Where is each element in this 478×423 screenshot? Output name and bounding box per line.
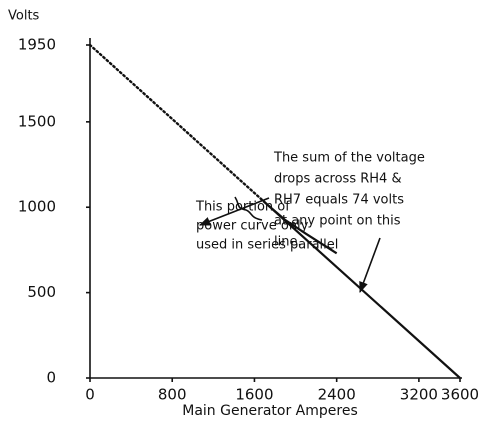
y-axis-label: Volts: [8, 9, 40, 24]
x-tick-label: 3600: [441, 386, 478, 404]
annotation: drops across RH4 &: [274, 172, 402, 187]
x-tick-label: 1600: [235, 386, 273, 404]
y-tick-label: 1000: [18, 198, 56, 216]
arrow: [359, 237, 381, 294]
annotation: power curve only: [196, 219, 309, 234]
line: [263, 201, 461, 379]
x-axis-label: Main Generator Amperes: [182, 403, 358, 419]
annotation: The sum of the voltage: [273, 151, 425, 166]
x-tick-label: 3200: [400, 386, 438, 404]
line: [88, 43, 266, 204]
brace: [234, 196, 263, 221]
x-tick-label: 2400: [318, 386, 356, 404]
annotation: used in series parallel: [196, 238, 338, 253]
y-tick-label: 0: [46, 369, 56, 387]
y-tick-label: 1500: [18, 112, 56, 130]
x-tick-label: 800: [158, 386, 187, 404]
line: [264, 201, 338, 255]
x-tick-label: 0: [85, 386, 95, 404]
y-tick-label: 1950: [18, 36, 56, 54]
annotation: RH7 equals 74 volts: [274, 193, 404, 208]
y-tick-label: 500: [27, 283, 56, 301]
annotation: This portion of: [195, 200, 290, 215]
annotation: at any point on this: [274, 214, 401, 229]
annotation: line.: [274, 235, 302, 250]
arrow: [198, 197, 270, 226]
